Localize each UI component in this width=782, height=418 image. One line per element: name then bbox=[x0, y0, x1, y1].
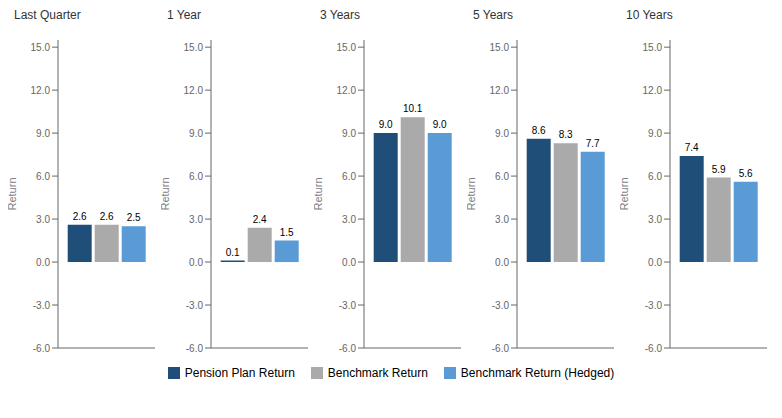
svg-text:2.6: 2.6 bbox=[73, 211, 87, 222]
svg-text:Return: Return bbox=[314, 177, 324, 210]
svg-text:-3.0: -3.0 bbox=[492, 300, 510, 311]
html-text:1 Year: 1 Year bbox=[167, 8, 201, 22]
svg-text:6.0: 6.0 bbox=[342, 171, 356, 182]
svg-text:2.4: 2.4 bbox=[253, 214, 267, 225]
svg-text:2.6: 2.6 bbox=[100, 211, 114, 222]
svg-text:0.0: 0.0 bbox=[189, 257, 203, 268]
html-text:Benchmark Return: Benchmark Return bbox=[327, 366, 428, 380]
svg-text:3.0: 3.0 bbox=[189, 214, 203, 225]
svg-text:0.0: 0.0 bbox=[495, 257, 509, 268]
svg-text:-6.0: -6.0 bbox=[492, 343, 510, 354]
svg-text:-3.0: -3.0 bbox=[186, 300, 204, 311]
svg-text:3.0: 3.0 bbox=[648, 214, 662, 225]
svg-text:9.0: 9.0 bbox=[189, 128, 203, 139]
html-text:10 Years: 10 Years bbox=[626, 8, 673, 22]
svg-text:0.0: 0.0 bbox=[36, 257, 50, 268]
svg-text:8.6: 8.6 bbox=[532, 125, 546, 136]
svg-text:10.1: 10.1 bbox=[403, 103, 423, 114]
svg-text:3.0: 3.0 bbox=[36, 214, 50, 225]
svg-text:Return: Return bbox=[467, 177, 477, 210]
svg-text:6.0: 6.0 bbox=[648, 171, 662, 182]
svg-text:9.0: 9.0 bbox=[433, 119, 447, 130]
svg-text:9.0: 9.0 bbox=[379, 119, 393, 130]
svg-text:9.0: 9.0 bbox=[495, 128, 509, 139]
html-text:Pension Plan Return: Pension Plan Return bbox=[184, 366, 295, 380]
svg-text:2.5: 2.5 bbox=[127, 212, 141, 223]
svg-text:7.7: 7.7 bbox=[586, 138, 600, 149]
svg-text:12.0: 12.0 bbox=[31, 85, 51, 96]
html-text:Last Quarter: Last Quarter bbox=[14, 8, 81, 22]
svg-text:7.4: 7.4 bbox=[685, 142, 699, 153]
svg-text:15.0: 15.0 bbox=[337, 42, 357, 53]
svg-text:12.0: 12.0 bbox=[184, 85, 204, 96]
svg-text:-3.0: -3.0 bbox=[33, 300, 51, 311]
svg-text:Return: Return bbox=[161, 177, 171, 210]
svg-text:9.0: 9.0 bbox=[648, 128, 662, 139]
svg-text:5.6: 5.6 bbox=[739, 168, 753, 179]
svg-text:Return: Return bbox=[620, 177, 630, 210]
svg-text:0.1: 0.1 bbox=[226, 247, 240, 258]
svg-text:-3.0: -3.0 bbox=[645, 300, 663, 311]
svg-text:15.0: 15.0 bbox=[31, 42, 51, 53]
svg-text:9.0: 9.0 bbox=[342, 128, 356, 139]
svg-text:1.5: 1.5 bbox=[280, 227, 294, 238]
html-text:Benchmark Return (Hedged): Benchmark Return (Hedged) bbox=[460, 366, 615, 380]
html-text:3 Years: 3 Years bbox=[320, 8, 360, 22]
svg-text:3.0: 3.0 bbox=[495, 214, 509, 225]
svg-text:8.3: 8.3 bbox=[559, 129, 573, 140]
svg-text:-6.0: -6.0 bbox=[186, 343, 204, 354]
svg-text:Return: Return bbox=[8, 177, 18, 210]
svg-text:-3.0: -3.0 bbox=[339, 300, 357, 311]
svg-text:6.0: 6.0 bbox=[36, 171, 50, 182]
svg-text:15.0: 15.0 bbox=[490, 42, 510, 53]
svg-text:0.0: 0.0 bbox=[342, 257, 356, 268]
svg-text:6.0: 6.0 bbox=[495, 171, 509, 182]
html-text:5 Years: 5 Years bbox=[473, 8, 513, 22]
svg-text:0.0: 0.0 bbox=[648, 257, 662, 268]
svg-text:15.0: 15.0 bbox=[643, 42, 663, 53]
svg-text:3.0: 3.0 bbox=[342, 214, 356, 225]
svg-text:9.0: 9.0 bbox=[36, 128, 50, 139]
svg-text:6.0: 6.0 bbox=[189, 171, 203, 182]
svg-text:12.0: 12.0 bbox=[643, 85, 663, 96]
svg-text:-6.0: -6.0 bbox=[339, 343, 357, 354]
svg-text:-6.0: -6.0 bbox=[33, 343, 51, 354]
svg-text:12.0: 12.0 bbox=[490, 85, 510, 96]
svg-text:15.0: 15.0 bbox=[184, 42, 204, 53]
svg-text:-6.0: -6.0 bbox=[645, 343, 663, 354]
svg-text:5.9: 5.9 bbox=[712, 164, 726, 175]
svg-text:12.0: 12.0 bbox=[337, 85, 357, 96]
